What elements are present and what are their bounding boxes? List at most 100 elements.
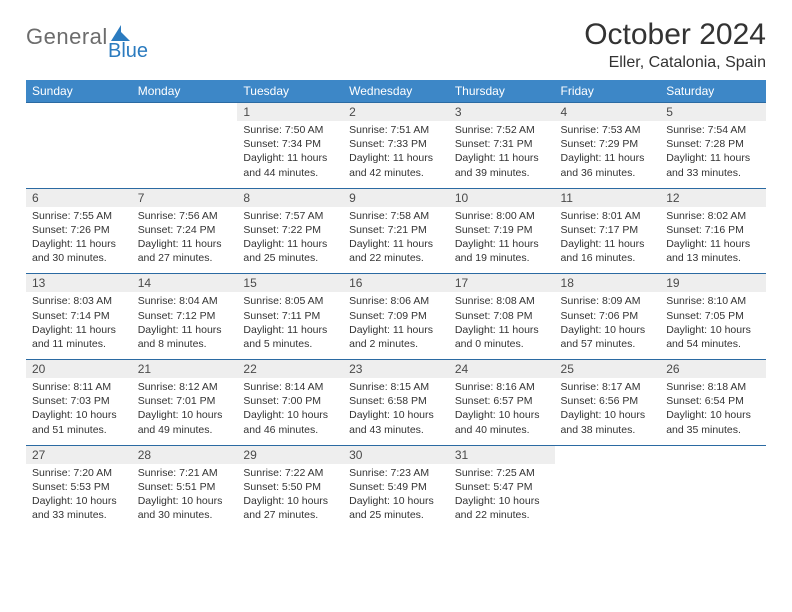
day-number-cell: 29 <box>237 445 343 464</box>
day-detail-cell: Sunrise: 7:50 AMSunset: 7:34 PMDaylight:… <box>237 121 343 188</box>
weekday-header: Friday <box>555 80 661 103</box>
daylight-text: Daylight: 10 hours and 51 minutes. <box>32 408 126 436</box>
sunrise-text: Sunrise: 8:08 AM <box>455 294 549 308</box>
day-number-cell: 13 <box>26 274 132 293</box>
day-detail-cell: Sunrise: 8:04 AMSunset: 7:12 PMDaylight:… <box>132 292 238 359</box>
daylight-text: Daylight: 11 hours and 19 minutes. <box>455 237 549 265</box>
day-number-cell <box>26 103 132 122</box>
sunset-text: Sunset: 7:33 PM <box>349 137 443 151</box>
day-detail-cell: Sunrise: 7:20 AMSunset: 5:53 PMDaylight:… <box>26 464 132 531</box>
day-detail-row: Sunrise: 8:11 AMSunset: 7:03 PMDaylight:… <box>26 378 766 445</box>
daylight-text: Daylight: 10 hours and 46 minutes. <box>243 408 337 436</box>
sunset-text: Sunset: 7:22 PM <box>243 223 337 237</box>
day-number-cell <box>132 103 238 122</box>
day-detail-cell: Sunrise: 7:25 AMSunset: 5:47 PMDaylight:… <box>449 464 555 531</box>
day-number-cell <box>660 445 766 464</box>
sunrise-text: Sunrise: 7:20 AM <box>32 466 126 480</box>
weekday-header: Monday <box>132 80 238 103</box>
sunrise-text: Sunrise: 8:15 AM <box>349 380 443 394</box>
sunset-text: Sunset: 5:51 PM <box>138 480 232 494</box>
sunset-text: Sunset: 7:28 PM <box>666 137 760 151</box>
sunset-text: Sunset: 7:31 PM <box>455 137 549 151</box>
day-detail-cell: Sunrise: 7:54 AMSunset: 7:28 PMDaylight:… <box>660 121 766 188</box>
sunrise-text: Sunrise: 8:01 AM <box>561 209 655 223</box>
day-number-cell: 7 <box>132 188 238 207</box>
sunset-text: Sunset: 7:26 PM <box>32 223 126 237</box>
daylight-text: Daylight: 10 hours and 54 minutes. <box>666 323 760 351</box>
day-detail-cell: Sunrise: 8:06 AMSunset: 7:09 PMDaylight:… <box>343 292 449 359</box>
day-number-row: 6789101112 <box>26 188 766 207</box>
day-number-cell: 24 <box>449 360 555 379</box>
day-detail-cell: Sunrise: 8:12 AMSunset: 7:01 PMDaylight:… <box>132 378 238 445</box>
day-detail-cell: Sunrise: 8:02 AMSunset: 7:16 PMDaylight:… <box>660 207 766 274</box>
sunset-text: Sunset: 7:03 PM <box>32 394 126 408</box>
sunset-text: Sunset: 7:09 PM <box>349 309 443 323</box>
day-number-cell: 27 <box>26 445 132 464</box>
day-detail-cell: Sunrise: 8:18 AMSunset: 6:54 PMDaylight:… <box>660 378 766 445</box>
page-subtitle: Eller, Catalonia, Spain <box>584 54 766 72</box>
day-number-cell: 1 <box>237 103 343 122</box>
daylight-text: Daylight: 11 hours and 13 minutes. <box>666 237 760 265</box>
day-number-cell: 4 <box>555 103 661 122</box>
logo-text-blue: Blue <box>108 40 148 63</box>
sunset-text: Sunset: 6:58 PM <box>349 394 443 408</box>
sunrise-text: Sunrise: 7:51 AM <box>349 123 443 137</box>
day-number-cell: 19 <box>660 274 766 293</box>
day-detail-cell: Sunrise: 7:22 AMSunset: 5:50 PMDaylight:… <box>237 464 343 531</box>
day-detail-row: Sunrise: 7:55 AMSunset: 7:26 PMDaylight:… <box>26 207 766 274</box>
sunset-text: Sunset: 7:16 PM <box>666 223 760 237</box>
sunrise-text: Sunrise: 7:23 AM <box>349 466 443 480</box>
sunset-text: Sunset: 7:11 PM <box>243 309 337 323</box>
sunset-text: Sunset: 6:57 PM <box>455 394 549 408</box>
sunset-text: Sunset: 7:34 PM <box>243 137 337 151</box>
day-number-cell: 10 <box>449 188 555 207</box>
daylight-text: Daylight: 10 hours and 38 minutes. <box>561 408 655 436</box>
day-detail-row: Sunrise: 7:20 AMSunset: 5:53 PM Daylight:… <box>26 464 766 531</box>
day-detail-cell: Sunrise: 8:11 AMSunset: 7:03 PMDaylight:… <box>26 378 132 445</box>
daylight-text: Daylight: 11 hours and 8 minutes. <box>138 323 232 351</box>
sunset-text: Sunset: 7:01 PM <box>138 394 232 408</box>
sunset-text: Sunset: 5:53 PM <box>32 480 126 494</box>
sunrise-text: Sunrise: 7:25 AM <box>455 466 549 480</box>
day-detail-cell: Sunrise: 7:23 AMSunset: 5:49 PMDaylight:… <box>343 464 449 531</box>
header: General Blue October 2024 Eller, Catalon… <box>26 18 766 72</box>
day-detail-cell <box>555 464 661 531</box>
day-detail-cell: Sunrise: 7:53 AMSunset: 7:29 PMDaylight:… <box>555 121 661 188</box>
sunrise-text: Sunrise: 8:14 AM <box>243 380 337 394</box>
day-detail-cell: Sunrise: 8:09 AMSunset: 7:06 PMDaylight:… <box>555 292 661 359</box>
day-detail-row: Sunrise: 8:03 AMSunset: 7:14 PMDaylight:… <box>26 292 766 359</box>
daylight-text: Daylight: 10 hours and 35 minutes. <box>666 408 760 436</box>
sunset-text: Sunset: 7:17 PM <box>561 223 655 237</box>
day-number-cell: 26 <box>660 360 766 379</box>
day-number-cell: 9 <box>343 188 449 207</box>
sunrise-text: Sunrise: 7:57 AM <box>243 209 337 223</box>
daylight-text: Daylight: 11 hours and 36 minutes. <box>561 151 655 179</box>
daylight-text: Daylight: 11 hours and 25 minutes. <box>243 237 337 265</box>
day-number-row: 2728293031 <box>26 445 766 464</box>
sunrise-text: Sunrise: 7:53 AM <box>561 123 655 137</box>
day-number-row: 20212223242526 <box>26 360 766 379</box>
sunrise-text: Sunrise: 7:22 AM <box>243 466 337 480</box>
sunrise-text: Sunrise: 8:06 AM <box>349 294 443 308</box>
weekday-header: Saturday <box>660 80 766 103</box>
sunrise-text: Sunrise: 8:03 AM <box>32 294 126 308</box>
title-block: October 2024 Eller, Catalonia, Spain <box>584 18 766 72</box>
daylight-text: Daylight: 11 hours and 0 minutes. <box>455 323 549 351</box>
sunrise-text: Sunrise: 8:11 AM <box>32 380 126 394</box>
daylight-text: Daylight: 10 hours and 57 minutes. <box>561 323 655 351</box>
sunrise-text: Sunrise: 8:10 AM <box>666 294 760 308</box>
sunrise-text: Sunrise: 7:54 AM <box>666 123 760 137</box>
day-number-cell: 22 <box>237 360 343 379</box>
day-number-cell: 31 <box>449 445 555 464</box>
page-title: October 2024 <box>584 18 766 52</box>
daylight-text: Daylight: 10 hours and 30 minutes. <box>138 494 232 522</box>
day-number-cell: 15 <box>237 274 343 293</box>
sunrise-text: Sunrise: 7:50 AM <box>243 123 337 137</box>
day-number-cell: 25 <box>555 360 661 379</box>
sunset-text: Sunset: 7:12 PM <box>138 309 232 323</box>
day-detail-cell: Sunrise: 8:00 AMSunset: 7:19 PMDaylight:… <box>449 207 555 274</box>
sunrise-text: Sunrise: 8:09 AM <box>561 294 655 308</box>
day-detail-cell: Sunrise: 8:17 AMSunset: 6:56 PMDaylight:… <box>555 378 661 445</box>
sunset-text: Sunset: 7:08 PM <box>455 309 549 323</box>
day-number-cell: 20 <box>26 360 132 379</box>
